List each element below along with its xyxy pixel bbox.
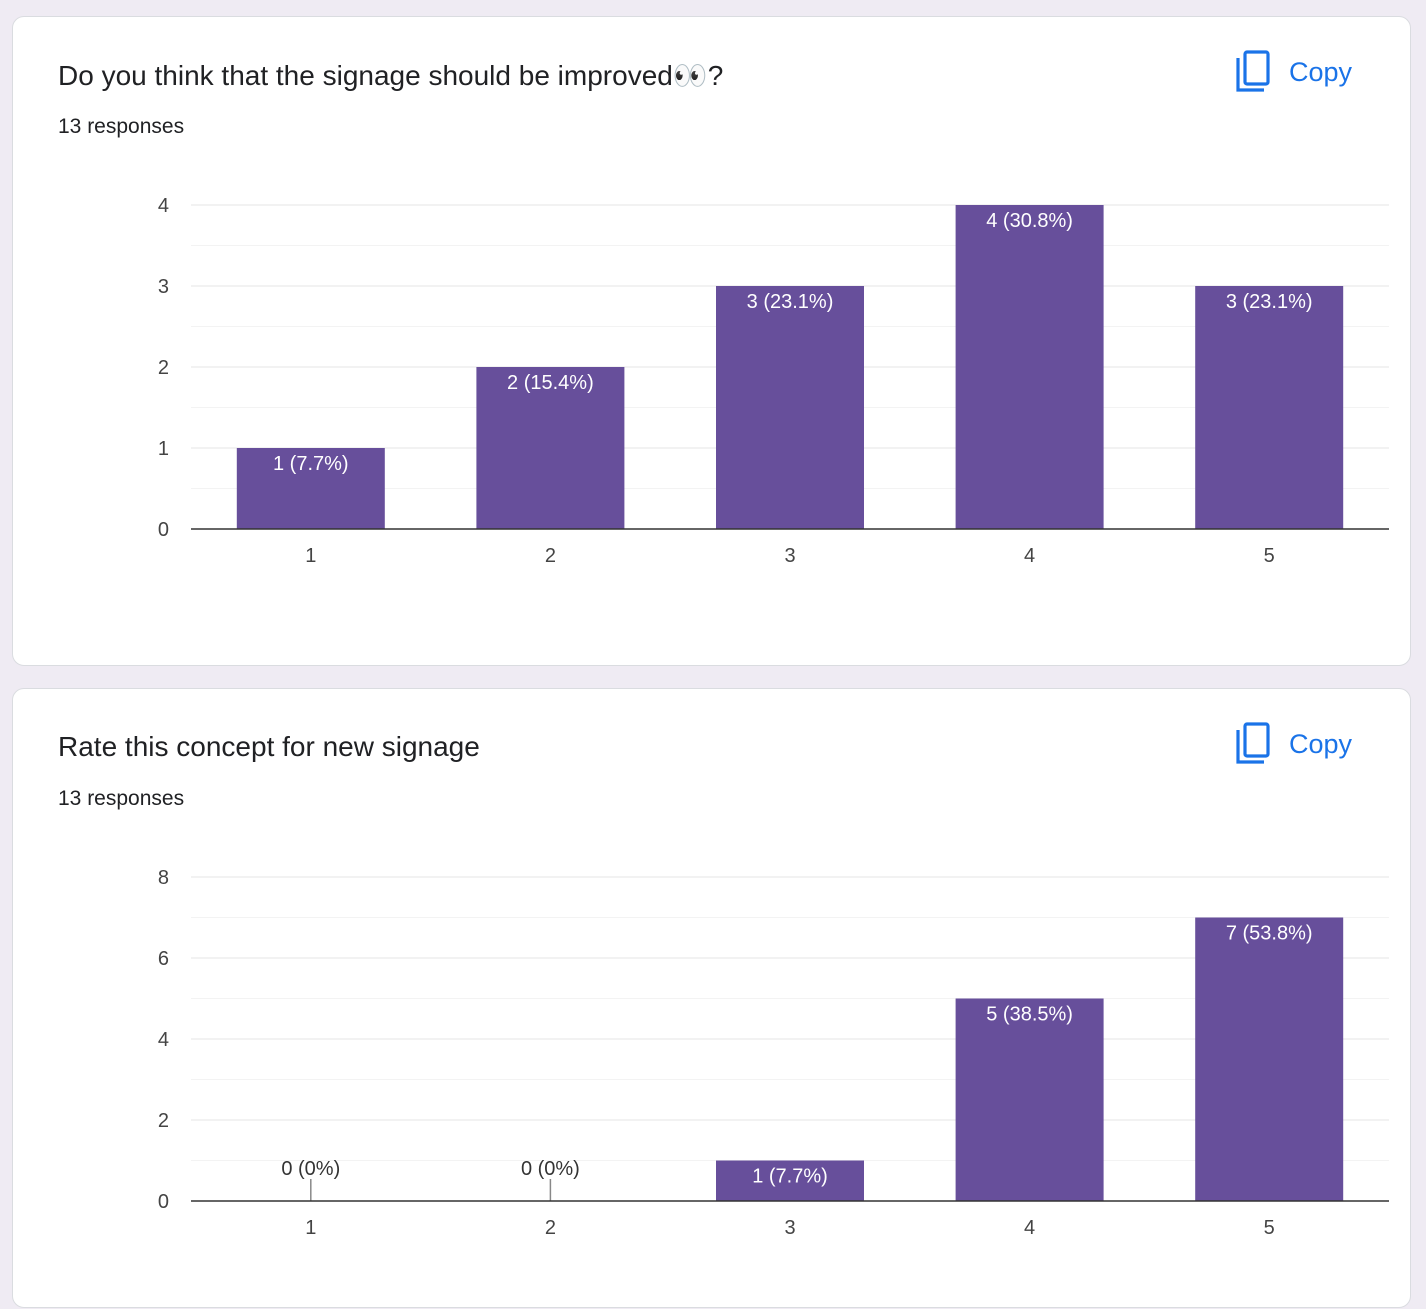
x-tick-label: 5 (1264, 545, 1275, 567)
question-card-signage-improved: Do you think that the signage should be … (12, 16, 1411, 666)
data-label: 3 (23.1%) (1226, 291, 1313, 313)
bar (1195, 917, 1344, 1201)
data-label: 2 (15.4%) (507, 372, 594, 394)
question-title: Do you think that the signage should be … (58, 60, 724, 91)
y-tick-label: 6 (158, 948, 169, 970)
x-tick-label: 4 (1024, 545, 1035, 567)
bar (716, 1160, 864, 1201)
data-label: 4 (30.8%) (986, 210, 1073, 232)
bar (1195, 286, 1344, 529)
y-tick-label: 4 (158, 195, 169, 217)
bar (955, 205, 1104, 529)
bar (716, 286, 864, 529)
y-tick-label: 4 (158, 1029, 169, 1051)
x-tick-label: 1 (305, 545, 316, 567)
copy-label: Copy (1289, 728, 1353, 759)
response-count: 13 responses (58, 787, 185, 810)
y-tick-label: 2 (158, 1110, 169, 1132)
x-tick-label: 3 (784, 1217, 795, 1239)
bar-chart: 0 1 2 3 4 1 (7.7%) 1 2 (15.4%) 2 3 (23.1%) 3 4 (30.… (158, 195, 1389, 567)
x-tick-label: 5 (1264, 1217, 1275, 1239)
copy-chart-button[interactable]: Copy (1235, 719, 1375, 769)
copy-chart-button[interactable]: Copy (1235, 47, 1375, 97)
x-tick-label: 4 (1024, 1217, 1035, 1239)
data-label: 0 (0%) (281, 1158, 340, 1180)
x-tick-label: 2 (545, 1217, 556, 1239)
y-tick-label: 0 (158, 1191, 169, 1213)
data-label: 3 (23.1%) (747, 291, 834, 313)
bar-chart: 0 2 4 6 8 0 (0%) 1 0 (0%) 2 1 (7.7%) 3 5 (38.5%) 4 7 … (158, 867, 1389, 1239)
data-label: 1 (7.7%) (752, 1166, 828, 1188)
x-tick-label: 1 (305, 1217, 316, 1239)
y-tick-label: 8 (158, 867, 169, 889)
copy-icon (1236, 50, 1270, 92)
question-title: Rate this concept for new signage (58, 731, 480, 762)
bar (236, 448, 385, 529)
data-label: 0 (0%) (521, 1158, 580, 1180)
copy-icon (1236, 722, 1270, 764)
question-card-rate-concept: Rate this concept for new signage 13 res… (12, 688, 1411, 1308)
y-tick-label: 0 (158, 519, 169, 541)
data-label: 1 (7.7%) (273, 453, 349, 475)
response-count: 13 responses (58, 115, 185, 138)
data-label: 5 (38.5%) (986, 1004, 1073, 1026)
y-tick-label: 3 (158, 276, 169, 298)
x-tick-label: 3 (784, 545, 795, 567)
bar (476, 367, 625, 529)
copy-label: Copy (1289, 56, 1353, 87)
y-tick-label: 2 (158, 357, 169, 379)
y-tick-label: 1 (158, 438, 169, 460)
x-tick-label: 2 (545, 545, 556, 567)
bar (955, 998, 1104, 1201)
data-label: 7 (53.8%) (1226, 923, 1313, 945)
